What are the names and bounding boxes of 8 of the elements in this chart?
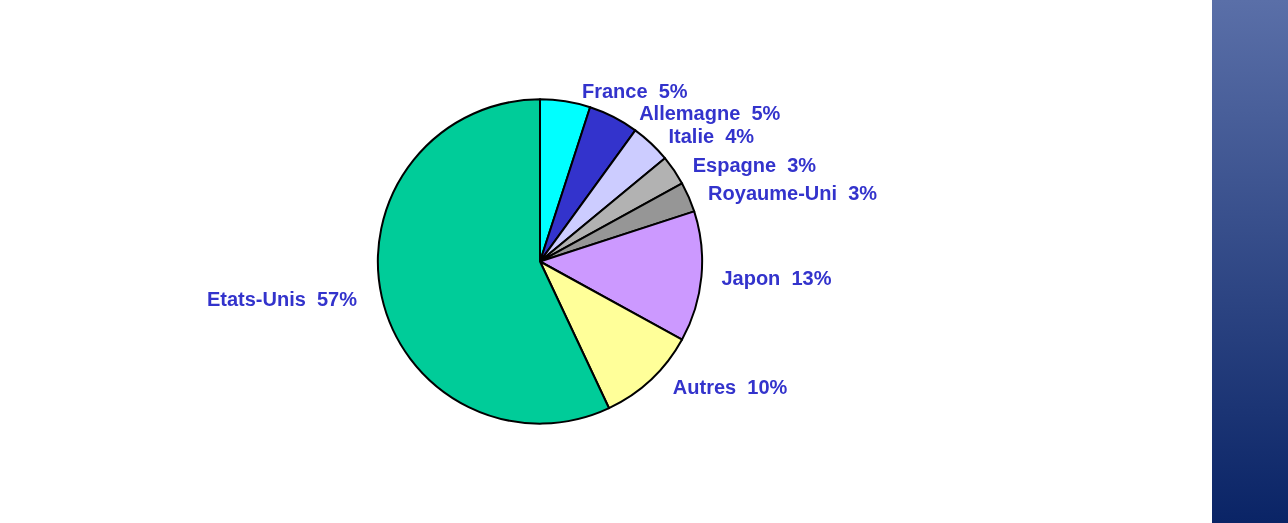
slice-label: Etats-Unis 57% (206, 288, 358, 311)
slice-label: Autres 10% (672, 375, 788, 398)
slice-label: France 5% (581, 80, 688, 103)
slice-label: Allemagne 5% (639, 102, 781, 125)
slice-label: Espagne 3% (692, 153, 817, 176)
slice-label: Japon 13% (721, 266, 832, 289)
slice-label: Italie 4% (668, 125, 755, 148)
slice-label: Royaume-Uni 3% (708, 182, 878, 205)
